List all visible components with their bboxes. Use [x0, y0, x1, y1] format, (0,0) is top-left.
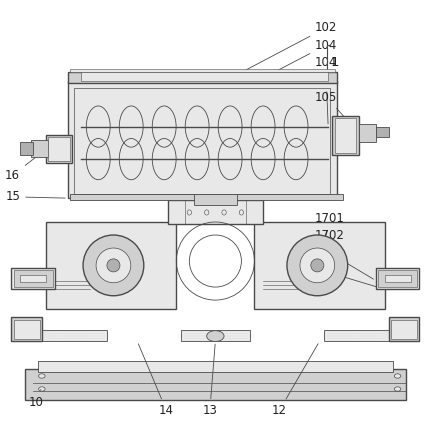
Bar [11, 268, 55, 289]
Bar [194, 194, 237, 205]
Text: 11: 11 [315, 264, 382, 289]
Ellipse shape [394, 387, 401, 391]
Ellipse shape [187, 210, 191, 215]
Text: 1701: 1701 [315, 212, 345, 271]
Text: 1704: 1704 [315, 247, 374, 279]
Ellipse shape [39, 387, 45, 391]
Bar [376, 127, 389, 137]
Bar [376, 268, 419, 289]
Bar [46, 135, 72, 163]
Ellipse shape [311, 259, 324, 272]
Ellipse shape [107, 259, 120, 272]
Bar [335, 118, 357, 153]
Bar [168, 200, 263, 224]
Text: 104: 104 [265, 39, 338, 77]
Bar [324, 330, 393, 341]
Bar [81, 72, 328, 81]
Bar [68, 72, 337, 83]
Bar [20, 275, 46, 282]
Bar [11, 317, 42, 341]
Bar [25, 369, 406, 400]
Bar [385, 275, 410, 282]
Ellipse shape [83, 235, 144, 296]
Text: 15: 15 [5, 190, 65, 203]
Bar [378, 270, 417, 287]
Text: 10: 10 [29, 389, 44, 408]
Text: 13: 13 [202, 344, 217, 417]
Bar [48, 137, 70, 161]
Text: 1: 1 [330, 56, 339, 69]
Bar [74, 87, 330, 194]
Ellipse shape [39, 374, 45, 378]
Ellipse shape [239, 210, 244, 215]
Bar [70, 69, 335, 72]
Text: 14: 14 [138, 344, 174, 417]
Bar [38, 361, 393, 372]
Text: 104: 104 [287, 56, 338, 82]
Text: 101: 101 [315, 73, 338, 124]
Ellipse shape [287, 235, 348, 296]
Ellipse shape [96, 248, 131, 283]
Bar [46, 222, 177, 309]
Bar [332, 116, 359, 155]
Bar [20, 142, 33, 155]
Text: 1702: 1702 [315, 230, 345, 276]
Bar [31, 139, 48, 157]
Bar [180, 330, 250, 341]
Ellipse shape [300, 248, 335, 283]
Ellipse shape [205, 210, 209, 215]
Bar [389, 317, 419, 341]
Ellipse shape [207, 331, 224, 341]
Bar [38, 330, 107, 341]
Bar [359, 124, 376, 142]
Text: 16: 16 [5, 151, 44, 182]
Bar [68, 81, 337, 198]
Bar [14, 270, 53, 287]
Bar [70, 194, 343, 200]
Text: 12: 12 [272, 344, 318, 417]
Ellipse shape [394, 374, 401, 378]
Text: 105: 105 [315, 91, 361, 135]
Ellipse shape [222, 210, 226, 215]
Bar [391, 320, 417, 339]
Text: 102: 102 [244, 21, 338, 71]
Bar [14, 320, 40, 339]
Bar [254, 222, 385, 309]
